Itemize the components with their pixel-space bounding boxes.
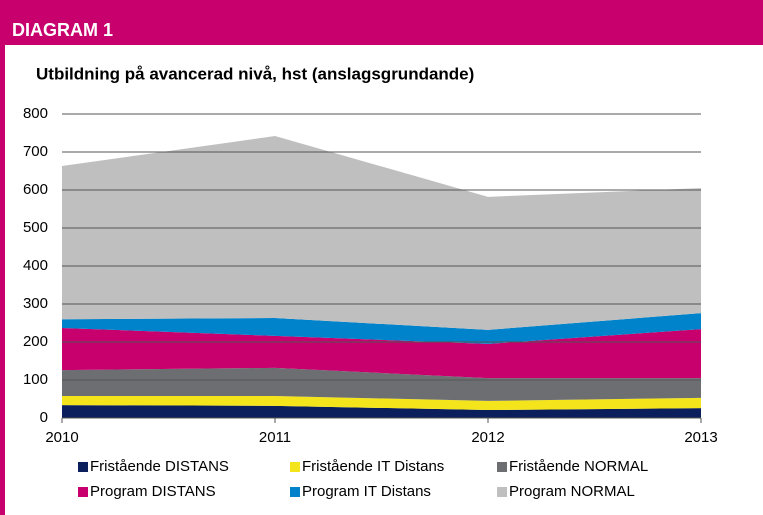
area: [62, 313, 701, 344]
legend-label: Program NORMAL: [509, 483, 635, 500]
x-tick-label: 2011: [259, 429, 291, 446]
x-tick-label: 2010: [45, 429, 78, 446]
header-band: [0, 0, 763, 45]
y-tick-label: 800: [23, 105, 48, 122]
y-tick-label: 200: [23, 333, 48, 350]
chart-title: Utbildning på avancerad nivå, hst (ansla…: [36, 64, 474, 83]
legend-swatch: [78, 487, 88, 497]
y-tick-label: 500: [23, 219, 48, 236]
x-tick-label: 2012: [471, 429, 504, 446]
legend-swatch: [290, 487, 300, 497]
y-tick-label: 300: [23, 295, 48, 312]
legend-label: Fristående DISTANS: [90, 458, 229, 475]
legend-swatch: [290, 462, 300, 472]
legend-label: Program DISTANS: [90, 483, 216, 500]
area: [62, 405, 701, 418]
legend-swatch: [497, 487, 507, 497]
legend-swatch: [78, 462, 88, 472]
legend-label: Program IT Distans: [302, 483, 431, 500]
y-tick-label: 0: [40, 409, 48, 426]
area: [62, 395, 701, 411]
legend-label: Fristående IT Distans: [302, 458, 444, 475]
legend-swatch: [497, 462, 507, 472]
y-tick-label: 700: [23, 143, 48, 160]
legend-label: Fristående NORMAL: [509, 458, 648, 475]
y-tick-label: 100: [23, 371, 48, 388]
area: [62, 136, 701, 330]
header-title: DIAGRAM 1: [12, 20, 113, 40]
area: [62, 367, 701, 401]
y-tick-label: 400: [23, 257, 48, 274]
x-tick-label: 2013: [684, 429, 717, 446]
area: [62, 327, 701, 379]
left-border: [0, 45, 5, 515]
y-tick-label: 600: [23, 181, 48, 198]
